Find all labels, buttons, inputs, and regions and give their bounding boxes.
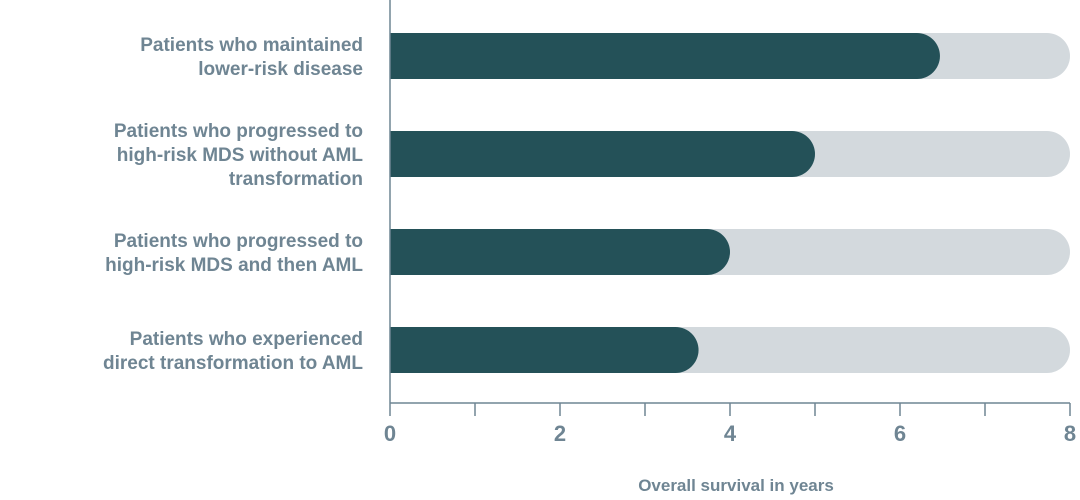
category-label-3: Patients who experienced direct transform… [103, 329, 363, 374]
x-tick-label: 0 [384, 421, 396, 446]
category-label-line: high-risk MDS without AML [117, 145, 364, 166]
category-label-line: Patients who progressed to [114, 121, 363, 142]
category-label-line: lower-risk disease [198, 59, 363, 80]
category-label-line: transformation [229, 169, 363, 190]
axes [389, 0, 1071, 416]
bar-tracks [390, 33, 1070, 373]
category-label-line: Patients who maintained [140, 35, 363, 56]
bar-2 [390, 229, 730, 275]
category-label-line: Patients who experienced [130, 329, 363, 350]
category-label-0: Patients who maintained lower-risk diseas… [140, 35, 363, 80]
category-labels: Patients who maintained lower-risk diseas… [103, 35, 363, 374]
category-label-1: Patients who progressed to high-risk MDS … [114, 121, 364, 190]
tick-labels: 0 2 4 6 8 [384, 421, 1076, 446]
bars [390, 33, 940, 373]
category-label-2: Patients who progressed to high-risk MDS … [105, 231, 363, 276]
category-label-line: high-risk MDS and then AML [105, 255, 363, 276]
x-tick-label: 8 [1064, 421, 1076, 446]
x-tick-label: 2 [554, 421, 566, 446]
x-axis-title: Overall survival in years [638, 476, 834, 495]
category-label-line: direct transformation to AML [103, 353, 363, 374]
x-tick-label: 4 [724, 421, 737, 446]
bar-1 [390, 131, 815, 177]
x-tick-label: 6 [894, 421, 906, 446]
bar-0 [390, 33, 940, 79]
bar-3 [390, 327, 699, 373]
category-label-line: Patients who progressed to [114, 231, 363, 252]
